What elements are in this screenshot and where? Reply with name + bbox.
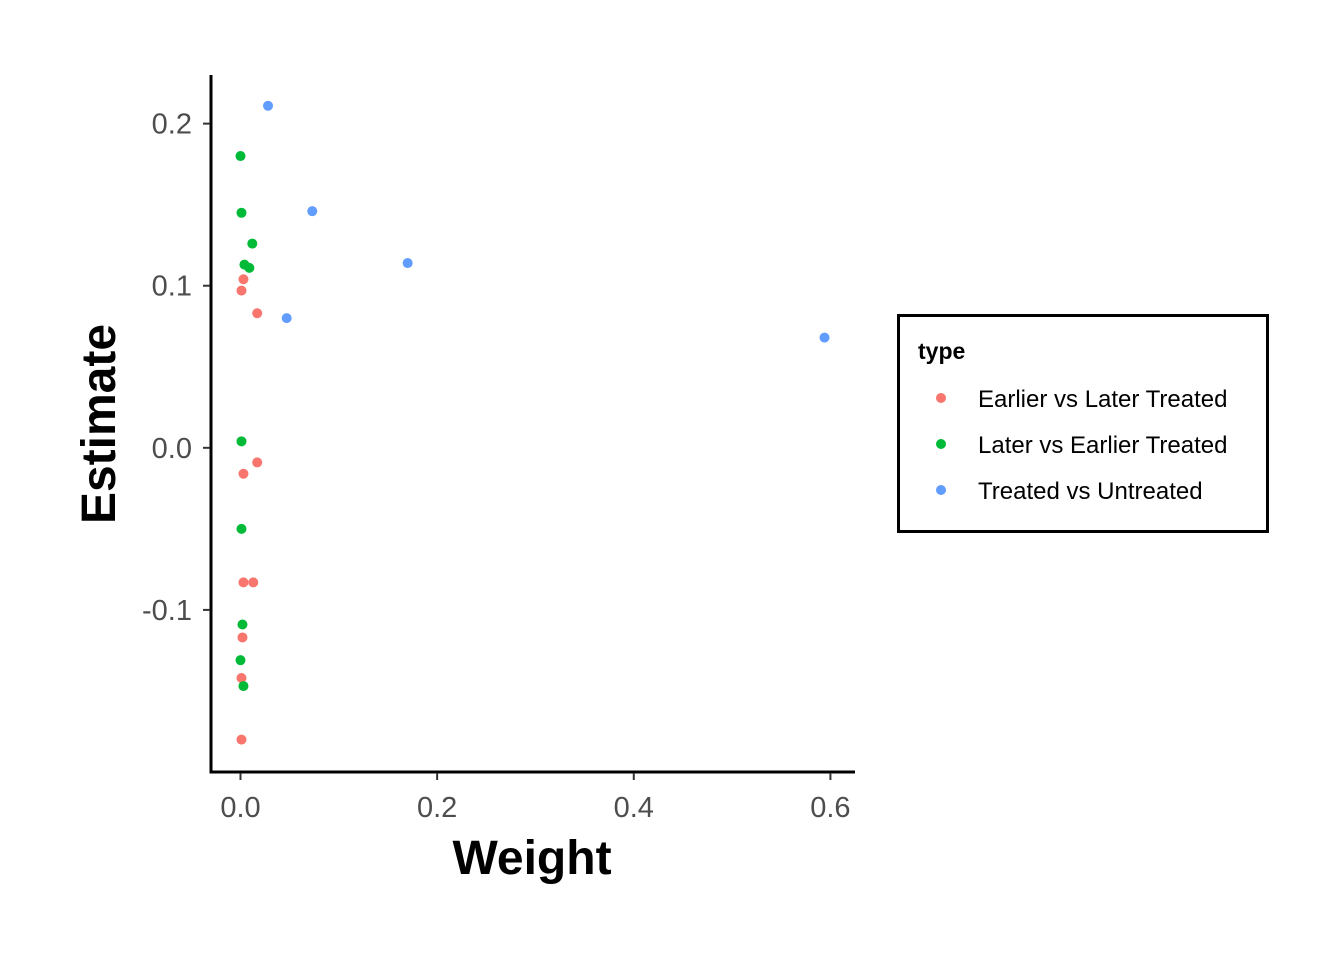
scatter-point [244,262,255,273]
legend-entries: Earlier vs Later Treated Later vs Earlier… [936,386,1227,505]
scatter-point [307,206,318,217]
scatter-point [237,619,248,630]
scatter-point [238,681,249,692]
x-tick-label: 0.0 [220,792,260,824]
scatter-point [236,207,247,218]
legend-box [897,314,1269,533]
legend-key-dot [936,485,946,495]
x-tick-label: 0.2 [417,792,457,824]
scatter-point [237,632,248,643]
y-tick-label: -0.1 [142,595,192,627]
x-axis-ticks: 0.0 0.2 0.4 0.6 [220,773,851,824]
scatter-point [235,655,246,666]
y-tick-label: 0.1 [152,271,192,303]
scatter-point [236,285,247,296]
x-axis-title: Weight [452,832,611,885]
y-axis-ticks: -0.1 0.0 0.1 0.2 [142,109,210,627]
scatter-point [248,577,259,588]
scatter-point [236,523,247,534]
legend: type Earlier vs Later Treated Later vs Ea… [897,314,1269,533]
scatter-point [281,313,292,324]
scatter-point [238,577,249,588]
legend-label: Treated vs Untreated [978,478,1203,505]
scatter-point [238,468,249,479]
scatter-point [402,258,413,269]
scatter-point [235,151,246,162]
x-tick-label: 0.4 [614,792,654,824]
scatter-point [252,457,263,468]
legend-key-dot [936,393,946,403]
legend-label: Earlier vs Later Treated [978,386,1227,413]
scatter-point [263,100,274,111]
scatter-point [252,308,263,319]
legend-label: Later vs Earlier Treated [978,432,1227,459]
scatter-point [236,436,247,447]
legend-title: type [918,338,965,364]
y-axis-title: Estimate [73,324,126,524]
x-tick-label: 0.6 [810,792,850,824]
scatter-point [236,672,247,683]
scatter-point [247,238,258,249]
scatter-point [238,274,249,285]
y-tick-label: 0.0 [152,433,192,465]
scatter-point [819,332,830,343]
y-tick-label: 0.2 [152,109,192,141]
scatter-point [236,734,247,745]
legend-key-dot [936,439,946,449]
data-points [235,100,830,745]
